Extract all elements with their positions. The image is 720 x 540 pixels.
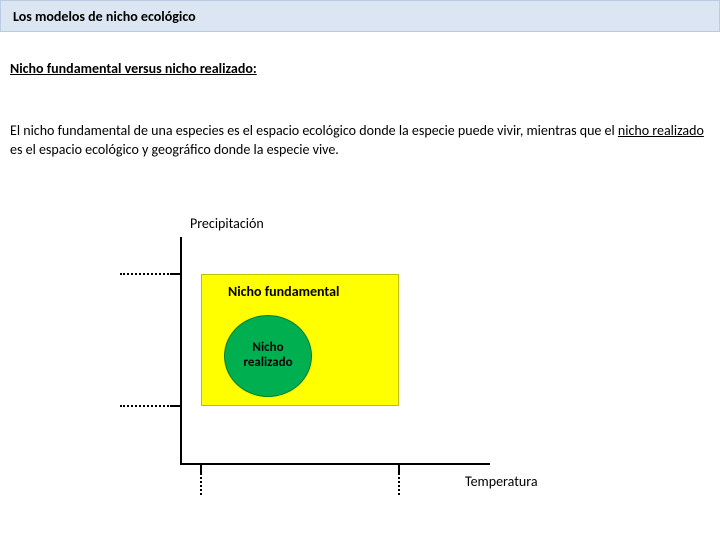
dashed-line-h-upper xyxy=(120,273,180,275)
y-axis-label: Precipitación xyxy=(190,215,264,232)
subtitle: Nicho fundamental versus nicho realizado… xyxy=(10,60,257,77)
realized-niche-label: Nicho realizado xyxy=(243,341,292,371)
niche-diagram: Precipitación Temperatura Nicho fundamen… xyxy=(120,215,590,505)
dashed-line-h-lower xyxy=(120,405,180,407)
fundamental-niche-label: Nicho fundamental xyxy=(228,283,340,300)
x-axis xyxy=(180,463,490,465)
y-axis xyxy=(180,237,182,465)
body-part2: es el espacio ecológico y geográfico don… xyxy=(10,141,339,158)
realized-niche-circle: Nicho realizado xyxy=(224,315,312,397)
realized-label-line2: realizado xyxy=(243,355,292,370)
body-underlined: nicho realizado xyxy=(618,122,704,139)
dashed-line-v-right xyxy=(398,465,400,495)
x-axis-label: Temperatura xyxy=(465,473,538,490)
body-part1: El nicho fundamental de una especies es … xyxy=(10,122,618,139)
realized-label-line1: Nicho xyxy=(252,340,283,355)
header-bar: Los modelos de nicho ecológico xyxy=(0,0,720,32)
body-paragraph: El nicho fundamental de una especies es … xyxy=(10,122,706,160)
header-title: Los modelos de nicho ecológico xyxy=(13,8,196,25)
dashed-line-v-left xyxy=(200,465,202,495)
